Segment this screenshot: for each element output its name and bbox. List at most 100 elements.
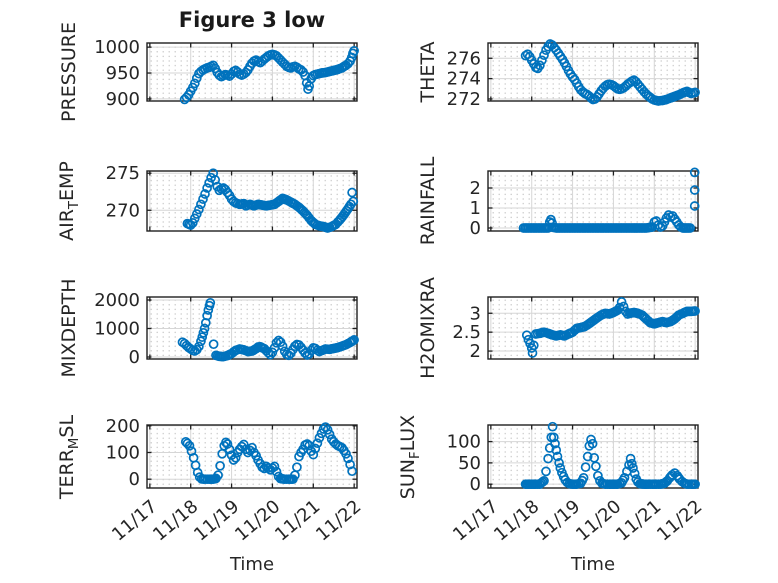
data-marker: [277, 341, 288, 352]
y-tick-label: 2: [470, 341, 481, 362]
figure-title: Figure 3 low: [178, 8, 326, 32]
minor-grid-dots: [489, 44, 697, 100]
y-tick-label: 2000: [94, 290, 140, 311]
y-axis-label-subscript: F: [408, 450, 424, 459]
data-marker: [586, 93, 596, 103]
subplot-air-temp: 270 275: [106, 163, 359, 233]
y-axis-label-terr-msl: TERRMSL: [56, 414, 82, 498]
y-axis-label-air-temp: AIRTEMP: [56, 161, 82, 241]
y-tick-label: 272: [447, 89, 481, 110]
data-marker: [185, 220, 196, 230]
data-marker: [347, 466, 357, 477]
data-marker: [341, 448, 351, 459]
y-axis-label-text: SL: [55, 414, 78, 438]
y-tick-label: 0: [470, 218, 481, 239]
minor-grid-dots: [489, 298, 697, 358]
y-axis-label-text: RAINFALL: [417, 156, 439, 246]
y-tick-label: 0: [129, 347, 140, 368]
data-marker: [187, 218, 198, 228]
data-marker: [230, 452, 241, 463]
data-marker: [554, 458, 564, 468]
data-marker: [690, 479, 700, 490]
data-marker: [539, 50, 549, 61]
y-axis-label-text: MIXDEPTH: [58, 278, 80, 378]
y-axis-label-theta: THETA: [417, 41, 439, 102]
data-marker: [689, 201, 700, 211]
data-marker: [626, 458, 637, 469]
y-tick-label: 900: [106, 89, 140, 110]
subplot-h2omixra: 22.53: [452, 296, 700, 362]
data-marker: [685, 223, 696, 233]
data-markers: [520, 421, 700, 490]
data-marker: [322, 424, 333, 435]
data-marker: [616, 297, 627, 307]
data-marker: [197, 332, 208, 342]
tick-marks: [147, 43, 357, 101]
data-marker: [196, 336, 206, 347]
y-tick-label: 270: [106, 200, 140, 221]
data-marker: [539, 475, 549, 486]
data-marker: [208, 339, 219, 350]
data-marker: [551, 445, 562, 455]
data-marker: [318, 424, 329, 434]
data-marker: [200, 189, 210, 199]
y-axis-label-subscript: T: [67, 200, 83, 210]
data-marker: [314, 432, 325, 443]
data-marker: [348, 196, 359, 207]
y-axis-label-rainfall: RAINFALL: [417, 157, 439, 246]
data-marker: [659, 478, 670, 489]
xlabel-time-right: Time: [570, 554, 616, 575]
major-grid: [488, 171, 698, 231]
y-axis-label-text: THETA: [417, 41, 439, 103]
y-tick-label: 276: [447, 48, 481, 69]
data-marker: [198, 194, 208, 204]
data-marker: [263, 463, 274, 473]
data-markers: [179, 45, 359, 105]
data-marker: [347, 187, 357, 198]
y-axis-label-pressure: PRESSURE: [58, 22, 80, 122]
data-marker: [690, 87, 700, 98]
data-marker: [535, 60, 545, 71]
y-tick-label: 3: [470, 303, 481, 324]
data-marker: [299, 207, 310, 218]
data-marker: [555, 463, 566, 473]
data-marker: [548, 432, 559, 443]
data-marker: [349, 335, 359, 345]
y-axis-label-text: EMP: [55, 161, 78, 201]
data-marker: [349, 45, 359, 56]
y-tick-label: 2.5: [452, 322, 481, 343]
tick-marks: [488, 297, 698, 359]
y-axis-label-h2omixra: H2OMIXRA: [417, 277, 439, 379]
data-marker: [591, 461, 601, 472]
data-marker: [191, 73, 202, 84]
data-marker: [689, 167, 700, 178]
data-marker: [580, 462, 591, 472]
data-marker: [292, 462, 302, 473]
y-tick-label: 1: [470, 198, 481, 219]
data-marker: [196, 199, 206, 210]
axes-box: [146, 42, 358, 102]
data-marker: [267, 347, 278, 358]
data-markers: [177, 297, 359, 362]
y-tick-label: 100: [106, 442, 140, 463]
data-markers: [521, 297, 700, 358]
data-marker: [215, 460, 225, 471]
subplot-rainfall: 012: [470, 167, 700, 239]
data-marker: [213, 470, 223, 481]
y-tick-label: 950: [106, 63, 140, 84]
data-marker: [625, 453, 636, 464]
subplot-mixdepth: 0 1000 2000: [94, 290, 359, 368]
y-axis-label-text: TERR: [55, 448, 78, 499]
y-axis-label-text: SUN: [396, 458, 419, 499]
data-marker: [528, 340, 539, 351]
data-marker: [228, 455, 239, 465]
data-marker: [582, 451, 593, 462]
data-markers: [518, 167, 700, 233]
data-marker: [224, 444, 235, 455]
data-marker: [247, 442, 257, 453]
data-marker: [271, 466, 282, 477]
data-marker: [543, 453, 553, 464]
data-marker: [537, 477, 548, 487]
